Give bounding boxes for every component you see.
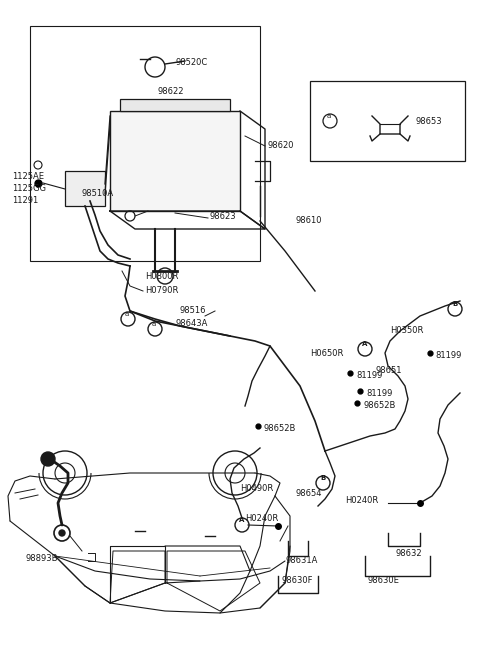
Text: H0800R: H0800R xyxy=(145,272,179,281)
Text: 98630F: 98630F xyxy=(282,576,313,585)
Text: H0240R: H0240R xyxy=(345,496,378,505)
Bar xyxy=(310,81,465,161)
Text: 98652B: 98652B xyxy=(263,424,295,433)
Text: a: a xyxy=(152,321,156,327)
Bar xyxy=(120,99,230,111)
Text: H0790R: H0790R xyxy=(145,286,179,295)
Text: B: B xyxy=(320,475,325,481)
Text: 81199: 81199 xyxy=(435,351,461,360)
Text: H0650R: H0650R xyxy=(310,349,343,358)
Text: 98632: 98632 xyxy=(395,549,421,558)
Text: 98510A: 98510A xyxy=(82,189,114,198)
Text: H0240R: H0240R xyxy=(245,514,278,523)
Text: H0350R: H0350R xyxy=(390,326,423,335)
Circle shape xyxy=(41,452,55,466)
Text: A: A xyxy=(362,341,367,347)
Text: 1125AE: 1125AE xyxy=(12,172,44,181)
Text: H0490R: H0490R xyxy=(240,484,273,493)
Text: A: A xyxy=(239,517,244,523)
Text: 98651: 98651 xyxy=(375,366,401,375)
Text: 98630E: 98630E xyxy=(368,576,400,585)
Text: 98652B: 98652B xyxy=(363,401,396,410)
Text: 98643A: 98643A xyxy=(175,319,207,328)
Text: 98622: 98622 xyxy=(158,87,184,96)
Text: B: B xyxy=(452,301,457,307)
Bar xyxy=(30,26,260,261)
Text: 98516: 98516 xyxy=(180,306,206,315)
Text: 98893B: 98893B xyxy=(25,554,58,563)
Text: 98520C: 98520C xyxy=(175,58,207,67)
Text: 11291: 11291 xyxy=(12,196,38,205)
Bar xyxy=(110,111,240,211)
Text: 98631A: 98631A xyxy=(285,556,317,565)
Text: 98654: 98654 xyxy=(295,489,322,498)
Text: 81199: 81199 xyxy=(356,371,383,380)
Text: 98610: 98610 xyxy=(295,216,322,225)
Text: 81199: 81199 xyxy=(366,389,392,398)
Bar xyxy=(65,171,105,206)
Text: 1125GG: 1125GG xyxy=(12,184,46,193)
Circle shape xyxy=(59,530,65,536)
Text: a: a xyxy=(327,113,331,119)
Text: 98653: 98653 xyxy=(415,117,442,126)
Text: 98623: 98623 xyxy=(210,212,237,221)
Text: 98620: 98620 xyxy=(268,141,295,150)
Text: a: a xyxy=(125,311,129,317)
